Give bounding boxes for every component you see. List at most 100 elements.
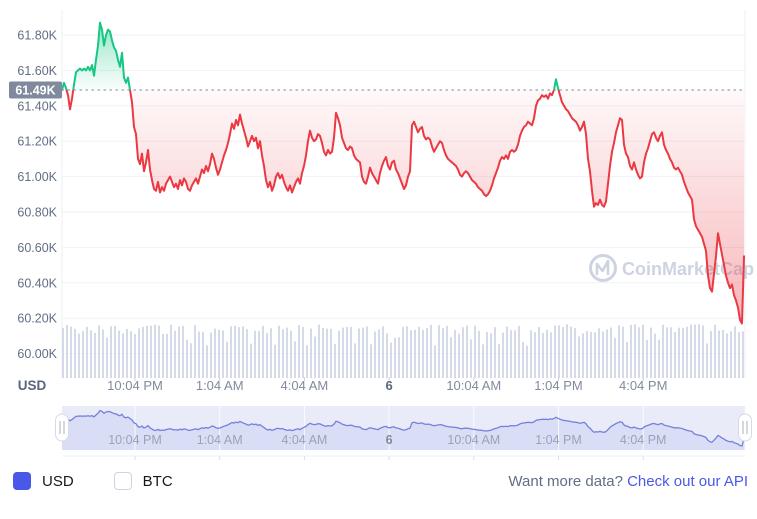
volume-bar — [266, 333, 268, 378]
volume-bar — [542, 333, 544, 378]
volume-bar — [742, 331, 744, 378]
x-axis-label: 10:04 PM — [107, 378, 163, 393]
price-series[interactable] — [62, 21, 745, 325]
volume-bar — [654, 333, 656, 378]
usd-checkbox[interactable] — [0, 462, 31, 490]
api-cta-prompt: Want more data? — [508, 472, 623, 490]
navigator-handle-left[interactable] — [55, 413, 69, 442]
volume-bar — [470, 339, 472, 378]
volume-bar — [478, 330, 480, 378]
volume-bar — [698, 324, 700, 378]
navigator-line — [61, 409, 745, 447]
volume-bar — [178, 326, 180, 378]
volume-bar — [238, 327, 240, 378]
volume-bar — [422, 329, 424, 378]
volume-bar — [642, 324, 644, 378]
volume-bar — [206, 345, 208, 378]
volume-bar — [522, 341, 524, 378]
x-axis-label: 10:04 AM — [446, 378, 501, 393]
volume-bar — [370, 344, 372, 378]
volume-bar — [434, 345, 436, 378]
volume-bar — [290, 330, 292, 378]
checkmark-icon — [0, 462, 12, 471]
y-axis-label: 61.80K — [17, 29, 57, 43]
volume-bar — [570, 326, 572, 378]
volume-bar — [702, 325, 704, 378]
volume-bar — [78, 333, 80, 378]
y-axis-label: 60.40K — [17, 276, 57, 290]
chart-footer-bar: USD BTC Want more data? Check out our AP… — [0, 462, 757, 500]
gridlines — [61, 10, 746, 378]
range-navigator[interactable]: 10:04 PM 1:04 AM 4:04 AM 6 10:04 AM 1:04 PM 4:… — [55, 406, 752, 460]
volume-bar — [734, 326, 736, 378]
navigator-handle-right[interactable] — [738, 413, 752, 442]
volume-bar — [334, 343, 336, 378]
volume-bar — [258, 331, 260, 378]
volume-bar — [242, 326, 244, 378]
volume-bar — [110, 326, 112, 378]
volume-bar — [118, 330, 120, 378]
usd-label: USD — [42, 472, 74, 490]
volume-bar — [74, 328, 76, 378]
price-chart[interactable]: CoinMarketCap 61.49K 61.80K61.60K61.40K6… — [0, 0, 757, 460]
volume-bar — [690, 324, 692, 378]
volume-bar — [462, 327, 464, 378]
btc-checkbox[interactable] — [113, 472, 132, 490]
volume-bar — [386, 333, 388, 378]
btc-toggle[interactable]: BTC — [113, 472, 173, 490]
volume-bar — [94, 332, 96, 378]
volume-bar — [594, 332, 596, 378]
volume-bar — [310, 328, 312, 378]
volume-bar — [554, 325, 556, 378]
x-axis-label: 1:04 AM — [196, 378, 244, 393]
volume-bar — [406, 326, 408, 378]
volume-bar — [62, 328, 64, 378]
volume-bar — [226, 341, 228, 378]
navigator-handle-grip[interactable] — [55, 413, 69, 442]
volume-bar — [122, 333, 124, 378]
coinmarketcap-watermark: CoinMarketCap — [589, 254, 754, 282]
volume-bar — [738, 332, 740, 378]
y-axis-label: 60.00K — [17, 347, 57, 361]
volume-bar — [582, 333, 584, 378]
volume-bar — [346, 326, 348, 378]
volume-bar — [682, 327, 684, 378]
volume-bar — [66, 324, 68, 378]
volume-bar — [170, 324, 172, 378]
volume-bar — [254, 330, 256, 378]
volume-bar — [338, 330, 340, 378]
volume-bar — [410, 330, 412, 378]
volume-bar — [378, 329, 380, 378]
volume-bar — [442, 328, 444, 378]
volume-bar — [474, 325, 476, 378]
volume-bar — [390, 342, 392, 378]
y-axis-label: 61.40K — [17, 99, 57, 113]
volume-bar — [678, 327, 680, 378]
navigator-x-label: 1:04 AM — [197, 433, 243, 447]
volume-bar — [718, 330, 720, 378]
volume-bar — [182, 325, 184, 378]
navigator-handle-grip[interactable] — [738, 413, 752, 442]
volume-bar — [498, 344, 500, 378]
volume-bar — [430, 324, 432, 378]
coinmarketcap-logo-m — [595, 259, 610, 276]
volume-bar — [234, 325, 236, 378]
volume-bar — [210, 332, 212, 378]
y-axis-label: 61.00K — [17, 170, 57, 184]
volume-bar — [670, 327, 672, 378]
volume-bar — [342, 327, 344, 378]
volume-bar — [450, 337, 452, 378]
volume-bar — [202, 331, 204, 378]
usd-toggle[interactable]: USD — [0, 462, 74, 490]
volume-bar — [562, 327, 564, 378]
volume-bars — [62, 324, 744, 378]
coinmarketcap-logo-icon — [589, 254, 617, 282]
volume-bar — [486, 332, 488, 378]
volume-bar — [510, 330, 512, 378]
volume-bar — [586, 330, 588, 378]
volume-bar — [374, 331, 376, 378]
watermark-text: CoinMarketCap — [622, 259, 754, 279]
api-link[interactable]: Check out our API — [627, 472, 748, 490]
volume-bar — [294, 341, 296, 378]
